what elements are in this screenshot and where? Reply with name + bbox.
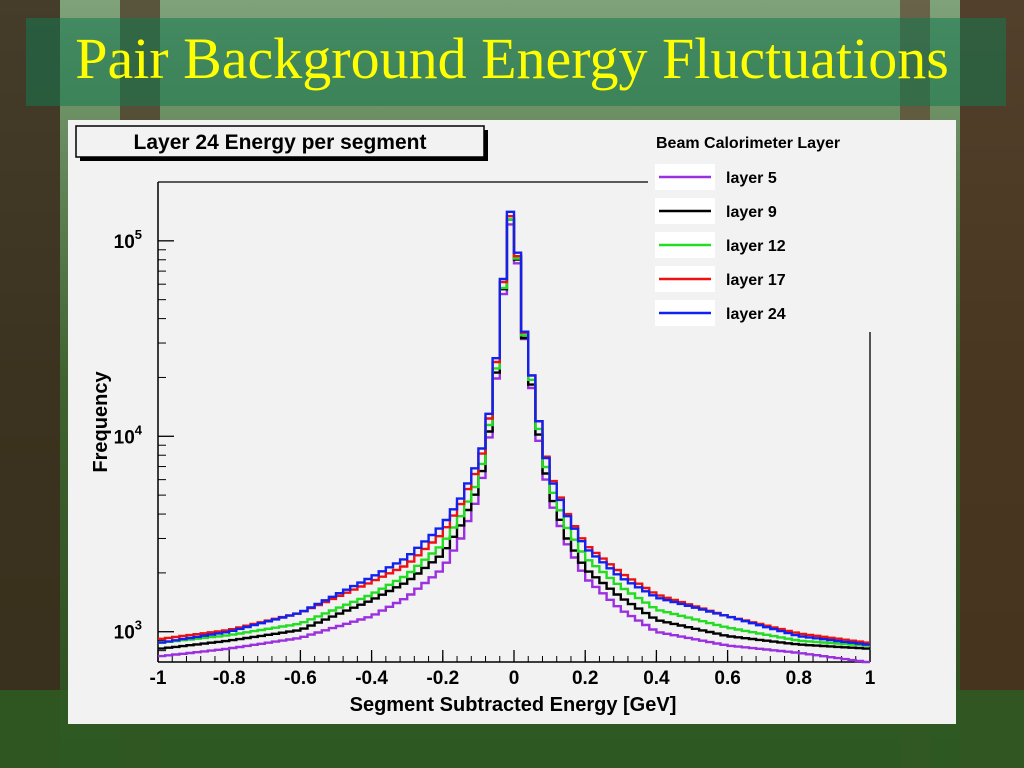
x-tick-label: 0.8: [786, 668, 812, 689]
series-layer: [158, 210, 870, 664]
legend-label: layer 5: [726, 170, 777, 187]
x-ticks: -1 -0.8 -0.6 -0.4 -0.2 0 0.2 0.4 0.6 0.8 1: [150, 650, 876, 689]
series-line-layer-24: [158, 210, 870, 646]
y-tick-exponent: 3: [135, 618, 142, 633]
legend-label: layer 9: [726, 204, 777, 221]
x-tick-label: 0.2: [572, 668, 598, 689]
y-tick-label: 105: [114, 227, 142, 253]
x-tick-label: 0: [509, 668, 520, 689]
legend-items: layer 5 layer 9 layer 12 layer 17 layer 24: [655, 164, 786, 326]
y-tick-exponent: 5: [135, 227, 142, 242]
x-tick-label: 0.4: [643, 668, 670, 689]
legend-title: Beam Calorimeter Layer: [656, 135, 840, 152]
legend-label: layer 24: [726, 306, 786, 323]
chart-title-box: [75, 125, 485, 158]
legend-label: layer 17: [726, 272, 786, 289]
x-tick-label: -0.8: [213, 668, 246, 689]
histogram-chart: Layer 24 Energy per segment -1 -0.8 -0.6 -0…: [75, 125, 950, 716]
y-tick-label: 104: [114, 422, 143, 448]
x-tick-label: 1: [865, 668, 876, 689]
chart-panel: Layer 24 Energy per segment -1 -0.8 -0.6 -0…: [68, 120, 956, 724]
chart-title: Layer 24 Energy per segment: [134, 131, 427, 154]
y-tick-base: 10: [114, 623, 135, 644]
y-tick-base: 10: [114, 232, 135, 253]
x-tick-label: -0.2: [426, 668, 459, 689]
x-tick-label: -0.6: [284, 668, 317, 689]
y-tick-exponent: 4: [135, 422, 143, 437]
legend-box: [648, 126, 950, 332]
x-tick-label: -0.4: [355, 668, 388, 689]
y-tick-base: 10: [114, 427, 135, 448]
title-band: [26, 18, 1006, 106]
slide-title: Pair Background Energy Fluctuations: [75, 26, 949, 91]
x-axis-title: Segment Subtracted Energy [GeV]: [350, 694, 677, 716]
y-axis-title: Frequency: [90, 371, 112, 473]
legend-label: layer 12: [726, 238, 786, 255]
y-tick-label: 103: [114, 618, 142, 644]
x-tick-label: 0.6: [714, 668, 740, 689]
x-tick-label: -1: [150, 668, 167, 689]
